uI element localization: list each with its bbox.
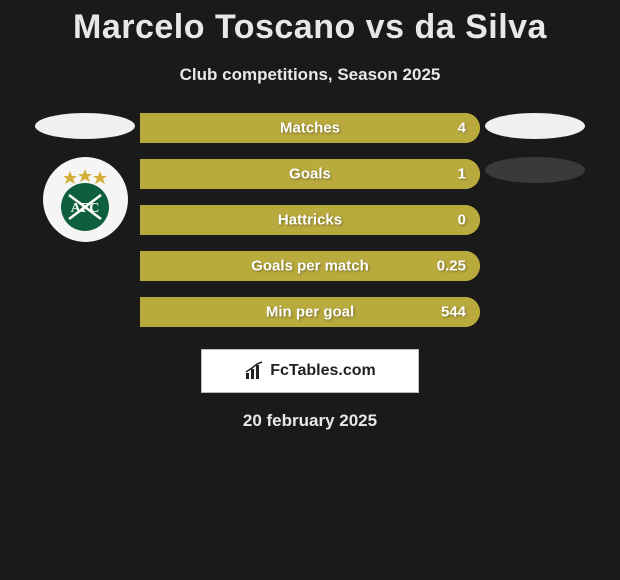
bar-chart-icon [244,361,264,381]
bar-value-right: 1 [458,166,466,183]
page-title: Marcelo Toscano vs da Silva [0,8,620,47]
stat-bars: Matches 4 Goals 1 Hattricks 0 [140,113,480,327]
bar-value-right: 4 [458,120,466,137]
main-area: AFC Matches 4 Goals 1 [0,113,620,327]
brand-text: FcTables.com [270,362,376,380]
bar-label: Hattricks [278,212,342,229]
club-badge-left: AFC [43,157,128,242]
player-photo-placeholder-left [35,113,135,139]
stat-bar-goals-per-match: Goals per match 0.25 [140,251,480,281]
stat-bar-min-per-goal: Min per goal 544 [140,297,480,327]
club-crest-icon: AFC [50,165,120,235]
stat-bar-matches: Matches 4 [140,113,480,143]
infographic-root: Marcelo Toscano vs da Silva Club competi… [0,0,620,431]
club-badge-placeholder-right [485,157,585,183]
player-photo-placeholder-right [485,113,585,139]
bar-label: Min per goal [266,304,354,321]
brand-box: FcTables.com [201,349,419,393]
subtitle: Club competitions, Season 2025 [0,65,620,85]
left-side: AFC [30,113,140,242]
date-text: 20 february 2025 [0,411,620,431]
bar-label: Matches [280,120,340,137]
stat-bar-hattricks: Hattricks 0 [140,205,480,235]
bar-value-right: 0 [458,212,466,229]
stat-bar-goals: Goals 1 [140,159,480,189]
bar-label: Goals per match [251,258,369,275]
right-side [480,113,590,183]
bar-value-right: 0.25 [437,258,466,275]
bar-label: Goals [289,166,331,183]
bar-value-right: 544 [441,304,466,321]
svg-text:AFC: AFC [71,201,100,216]
